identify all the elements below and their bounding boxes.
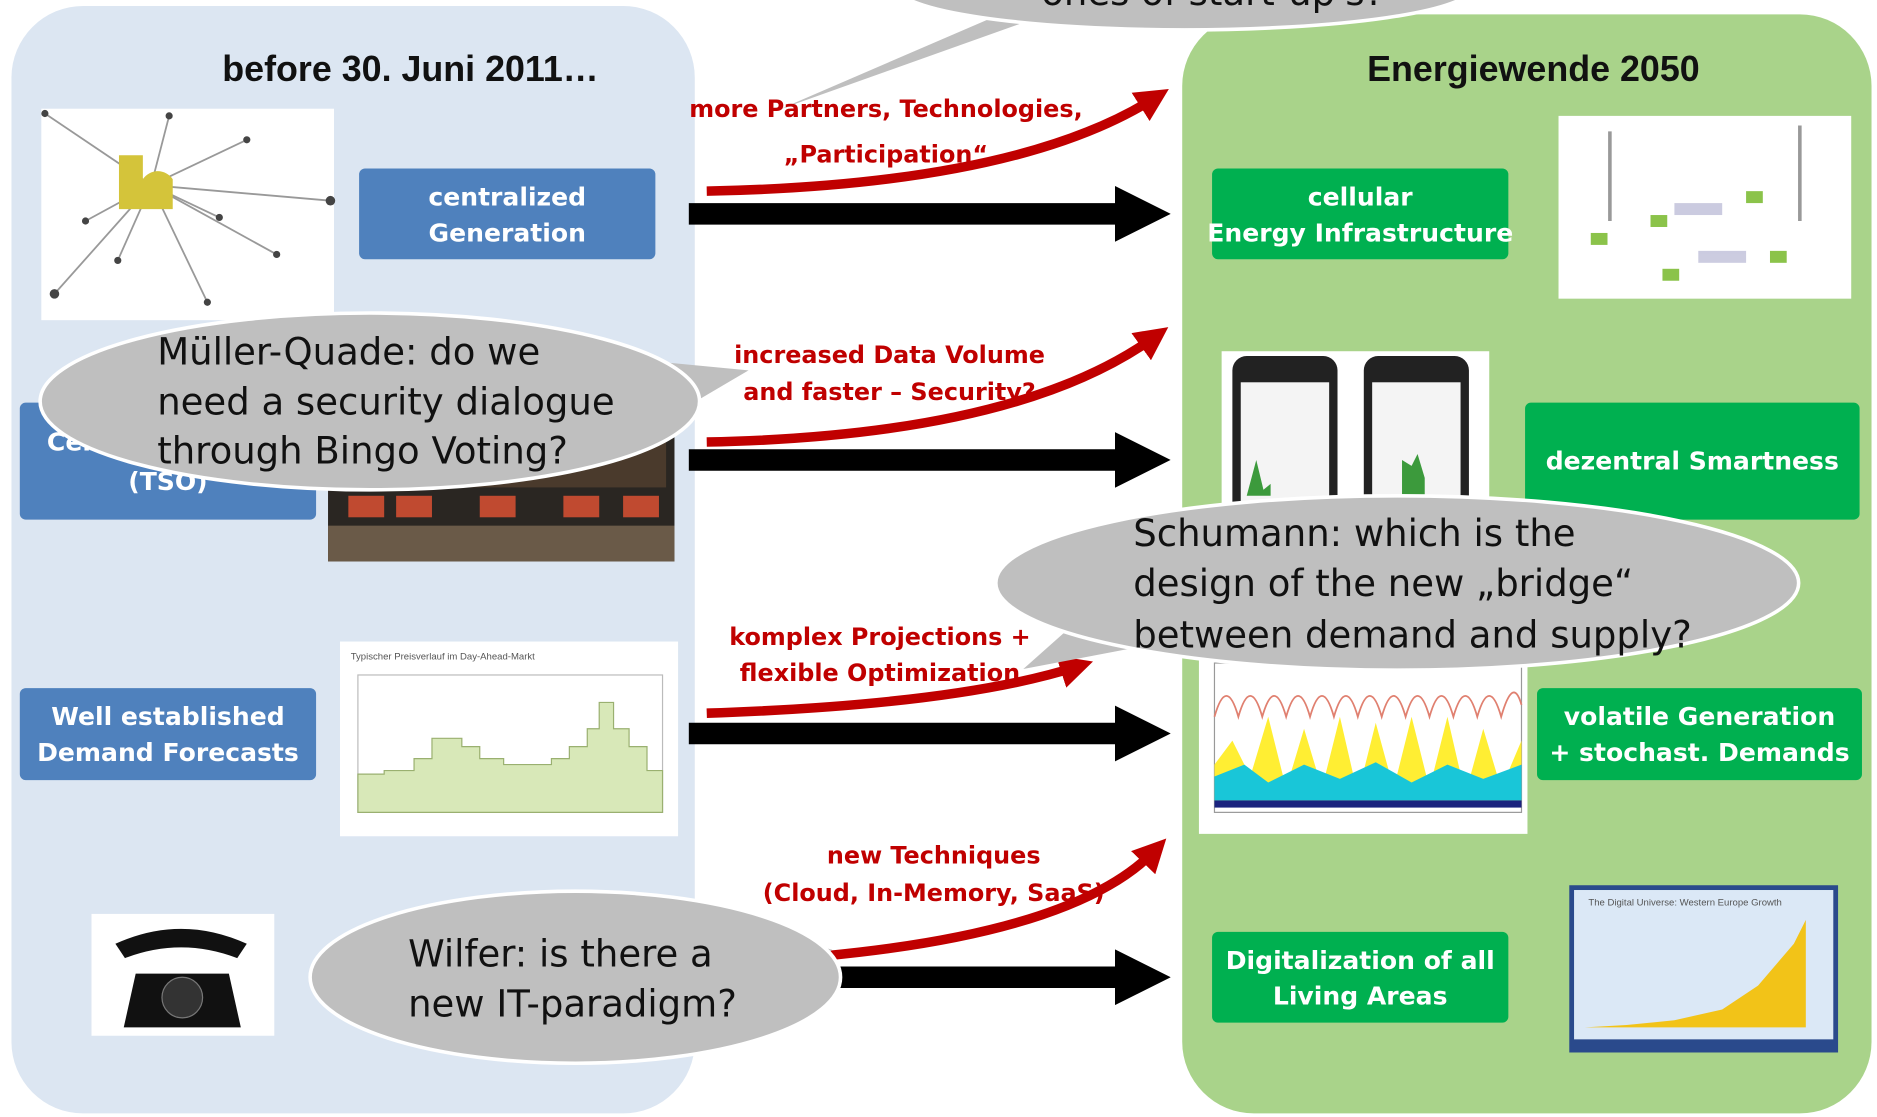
phones-image bbox=[1222, 351, 1490, 518]
arrow-label: more Partners, Technologies, bbox=[689, 95, 1082, 123]
arrow-label: „Participation“ bbox=[784, 140, 988, 168]
arrow-label: (Cloud, In-Memory, SaaS) bbox=[763, 879, 1105, 907]
callout-text: ones of start-up's? bbox=[1041, 0, 1384, 14]
arrow-label: increased Data Volume bbox=[734, 341, 1045, 369]
arrow-label: and faster – Security? bbox=[743, 378, 1035, 406]
image-caption: Typischer Preisverlauf im Day-Ahead-Mark… bbox=[351, 651, 535, 662]
arrow-label: flexible Optimization bbox=[740, 659, 1020, 687]
price-chart-image: Typischer Preisverlauf im Day-Ahead-Mark… bbox=[340, 642, 678, 837]
arrow-label: komplex Projections + bbox=[729, 623, 1030, 651]
load-chart-image bbox=[1199, 655, 1528, 834]
grid-landscape-image bbox=[1559, 116, 1852, 299]
slide: ones of start-up's? before 30. Juni 2011… bbox=[0, 0, 1877, 1117]
image-caption: The Digital Universe: Western Europe Gro… bbox=[1588, 898, 1782, 909]
digital-universe-image: The Digital Universe: Western Europe Gro… bbox=[1569, 885, 1838, 1052]
network-image bbox=[41, 109, 335, 320]
arrow-label: new Techniques bbox=[827, 842, 1041, 870]
left-title: before 30. Juni 2011… bbox=[222, 49, 598, 89]
box-text: dezentral Smartness bbox=[1546, 446, 1839, 475]
right-title: Energiewende 2050 bbox=[1367, 49, 1700, 89]
telephone-image bbox=[91, 914, 274, 1036]
